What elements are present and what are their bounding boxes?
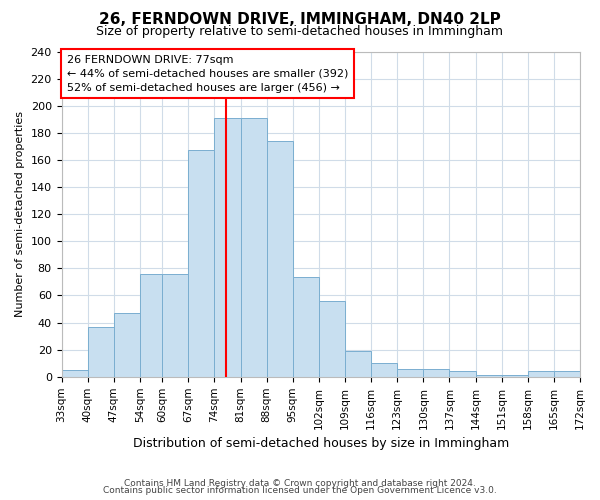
Bar bbox=[528, 372, 554, 377]
Bar bbox=[266, 141, 293, 377]
Text: Contains public sector information licensed under the Open Government Licence v3: Contains public sector information licen… bbox=[103, 486, 497, 495]
Bar bbox=[502, 376, 528, 377]
Bar bbox=[424, 368, 449, 377]
Bar bbox=[449, 372, 476, 377]
Text: Size of property relative to semi-detached houses in Immingham: Size of property relative to semi-detach… bbox=[97, 25, 503, 38]
Bar bbox=[114, 313, 140, 377]
Text: 26 FERNDOWN DRIVE: 77sqm
← 44% of semi-detached houses are smaller (392)
52% of : 26 FERNDOWN DRIVE: 77sqm ← 44% of semi-d… bbox=[67, 55, 348, 93]
Bar bbox=[162, 274, 188, 377]
Text: 26, FERNDOWN DRIVE, IMMINGHAM, DN40 2LP: 26, FERNDOWN DRIVE, IMMINGHAM, DN40 2LP bbox=[99, 12, 501, 28]
Bar bbox=[214, 118, 241, 377]
Bar bbox=[241, 118, 266, 377]
Bar bbox=[140, 274, 162, 377]
Bar bbox=[371, 364, 397, 377]
Bar bbox=[554, 372, 580, 377]
Bar bbox=[188, 150, 214, 377]
Bar bbox=[345, 351, 371, 377]
Bar bbox=[88, 326, 114, 377]
Bar bbox=[62, 370, 88, 377]
Y-axis label: Number of semi-detached properties: Number of semi-detached properties bbox=[15, 111, 25, 317]
Bar bbox=[319, 301, 345, 377]
Text: Contains HM Land Registry data © Crown copyright and database right 2024.: Contains HM Land Registry data © Crown c… bbox=[124, 478, 476, 488]
Bar bbox=[476, 376, 502, 377]
Bar bbox=[397, 368, 424, 377]
Bar bbox=[293, 276, 319, 377]
X-axis label: Distribution of semi-detached houses by size in Immingham: Distribution of semi-detached houses by … bbox=[133, 437, 509, 450]
